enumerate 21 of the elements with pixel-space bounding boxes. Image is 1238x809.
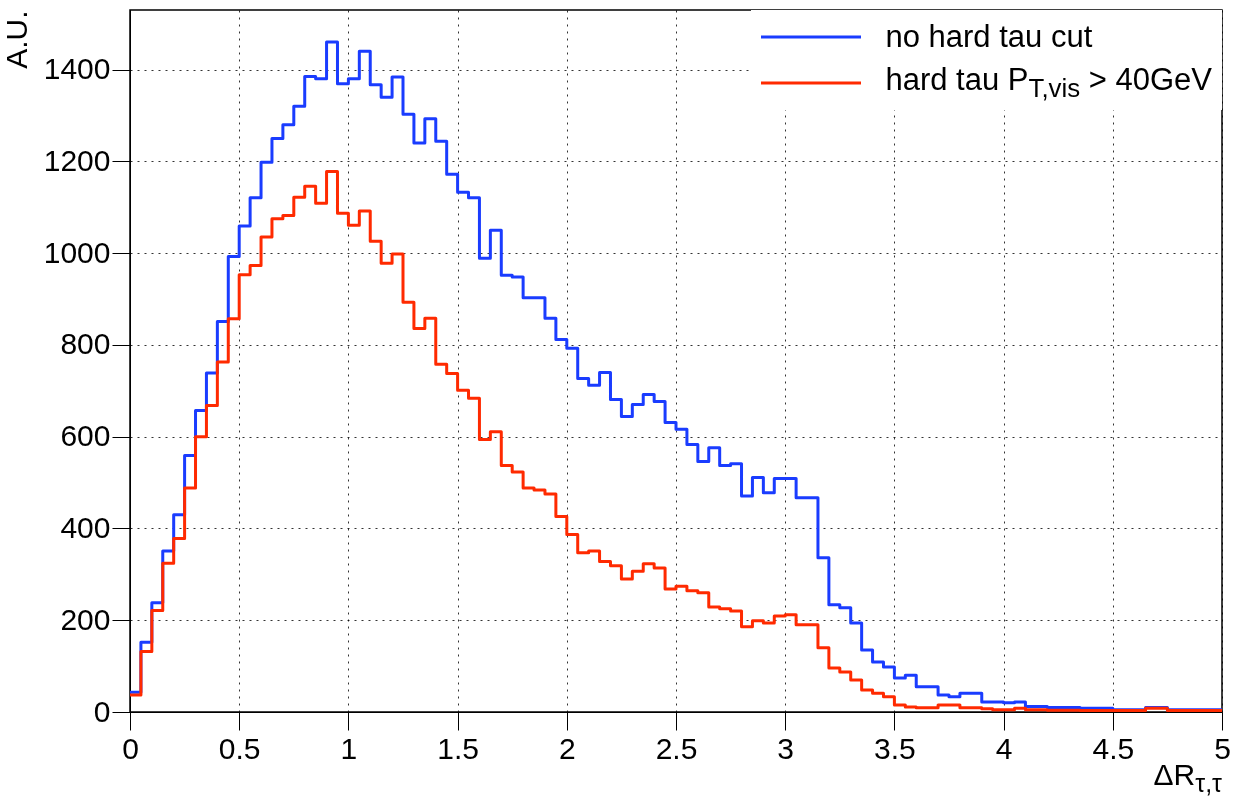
y-tick-label: 1400 bbox=[43, 52, 111, 86]
x-tick-label: 0.5 bbox=[218, 731, 261, 765]
x-tick-label: 2 bbox=[558, 731, 576, 765]
x-tick-label: 4.5 bbox=[1092, 731, 1135, 765]
x-tick-label: 1 bbox=[340, 731, 358, 765]
x-tick-label: 4 bbox=[995, 731, 1013, 765]
y-tick-label: 600 bbox=[60, 419, 111, 453]
legend-label: no hard tau cut bbox=[885, 19, 1093, 55]
x-tick-label: 2.5 bbox=[655, 731, 698, 765]
y-tick-label: 800 bbox=[60, 327, 111, 361]
x-tick-label: 3.5 bbox=[874, 731, 916, 765]
y-tick-label: 400 bbox=[60, 510, 111, 544]
y-axis-title: A.U. bbox=[0, 10, 33, 69]
legend-label: hard tau P$_{T,vis}$ > 40GeV bbox=[885, 62, 1212, 104]
x-tick-label: 3 bbox=[777, 731, 795, 765]
y-tick-label: 0 bbox=[93, 694, 111, 728]
x-tick-label: 0 bbox=[122, 731, 139, 765]
y-tick-label: 1000 bbox=[43, 235, 111, 269]
y-tick-label: 200 bbox=[60, 602, 111, 636]
x-tick-label: 1.5 bbox=[437, 731, 479, 765]
y-tick-label: 1200 bbox=[43, 143, 111, 177]
